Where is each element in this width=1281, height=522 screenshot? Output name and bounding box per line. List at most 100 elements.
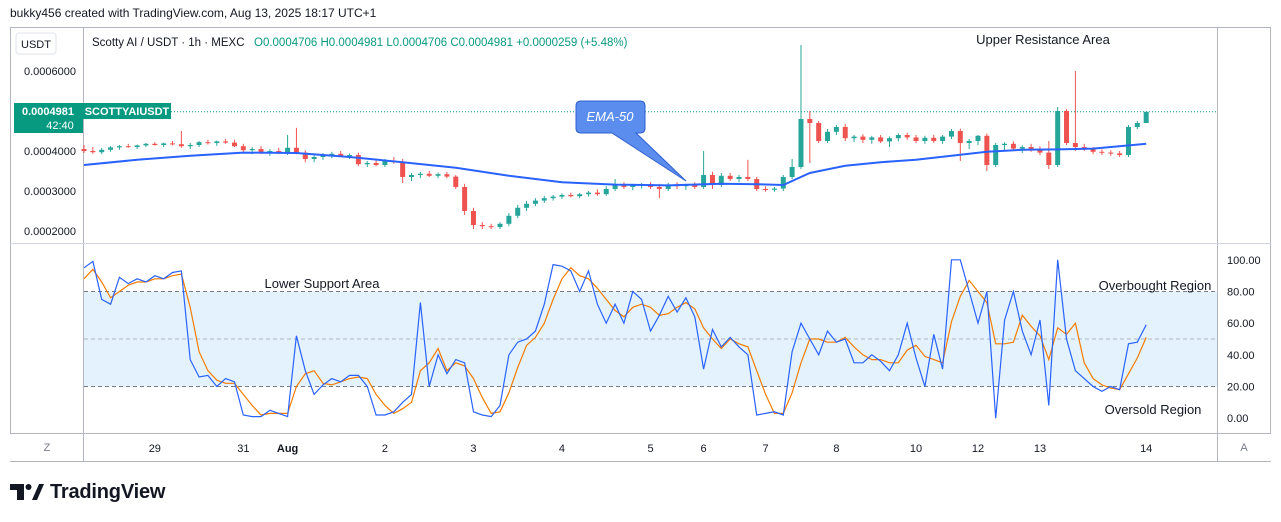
candle-body	[1055, 111, 1061, 165]
candle-body	[311, 157, 317, 159]
candle-49	[515, 205, 521, 219]
candle-body	[771, 188, 777, 190]
candle-body	[417, 173, 423, 175]
candle-18	[240, 143, 246, 152]
candle-75	[745, 159, 751, 181]
candle-77	[763, 186, 769, 192]
candle-body	[470, 211, 476, 225]
candle-47	[497, 222, 503, 229]
candle-39	[426, 171, 432, 177]
candle-body	[718, 175, 724, 185]
candle-111	[1064, 109, 1070, 145]
candle-body	[223, 141, 229, 143]
candle-body	[1090, 149, 1096, 152]
candle-43	[462, 183, 468, 215]
candle-body	[435, 174, 441, 176]
time-tick-label: 3	[470, 443, 476, 455]
candle-42	[453, 175, 459, 189]
candle-body	[922, 137, 928, 141]
candle-body	[293, 147, 299, 153]
candle-body	[1037, 149, 1043, 153]
candle-body	[1002, 143, 1008, 145]
candle-body	[904, 135, 910, 138]
candle-55	[568, 192, 574, 198]
ticker-label: SCOTTYAIUSDT	[85, 106, 170, 118]
candle-body	[462, 187, 468, 211]
candle-body	[975, 135, 981, 141]
candle-body	[515, 207, 521, 216]
candle-120	[1143, 111, 1149, 123]
time-tick-label: 2	[382, 443, 388, 455]
time-tick-label: Aug	[277, 443, 298, 455]
candle-112	[1072, 71, 1078, 151]
candle-body	[727, 175, 733, 179]
candle-83	[816, 121, 822, 143]
candle-body	[302, 152, 308, 159]
candle-body	[948, 131, 954, 137]
candle-body	[692, 184, 698, 187]
candle-body	[116, 146, 122, 148]
candle-33	[373, 159, 379, 167]
candle-97	[940, 135, 946, 144]
last-price-value: 0.0004981	[22, 106, 74, 118]
candle-body	[524, 203, 530, 208]
support-annotation: Lower Support Area	[265, 276, 381, 291]
candle-45	[479, 222, 485, 229]
candle-body	[842, 127, 848, 139]
zoom-button[interactable]: Z	[43, 442, 51, 454]
candle-15	[214, 140, 220, 146]
candle-body	[913, 137, 919, 141]
candle-23	[285, 135, 291, 155]
candle-48	[506, 213, 512, 227]
candle-1	[90, 147, 96, 154]
time-tick-label: 31	[237, 443, 249, 455]
candle-38	[417, 171, 423, 179]
symbol-legend[interactable]: Scotty AI / USDT · 1h · MEXC	[92, 37, 245, 49]
candle-body	[957, 131, 963, 143]
candle-95	[922, 135, 928, 144]
candle-31	[355, 152, 361, 167]
brand-text: TradingView	[50, 480, 166, 503]
candle-body	[400, 162, 406, 177]
candle-93	[904, 132, 910, 140]
candle-body	[816, 123, 822, 141]
candle-body	[382, 161, 388, 165]
candle-54	[559, 193, 565, 199]
candle-78	[771, 187, 777, 192]
candle-body	[860, 136, 866, 140]
candle-body	[338, 153, 344, 157]
currency-box[interactable]	[15, 32, 57, 55]
candle-117	[1117, 151, 1123, 157]
candle-body	[665, 185, 671, 189]
candle-100	[966, 139, 972, 149]
time-tick-label: 14	[1140, 443, 1152, 455]
candle-94	[913, 135, 919, 143]
ohlc-legend: O0.0004706 H0.0004981 L0.0004706 C0.0004…	[254, 37, 628, 49]
candle-body	[1028, 147, 1034, 150]
oversold-annotation: Oversold Region	[1105, 402, 1202, 417]
candle-body	[736, 177, 742, 179]
candle-body	[267, 151, 273, 153]
candle-109	[1046, 141, 1052, 169]
ema-callout: EMA-50	[575, 100, 687, 182]
candle-7	[143, 143, 149, 147]
candle-body	[214, 141, 220, 143]
candle-body	[1108, 152, 1114, 154]
candle-37	[409, 173, 415, 181]
candle-body	[568, 195, 574, 197]
candle-body	[833, 127, 839, 132]
stoch-axis: 0.00 20.00 40.00 60.00 80.00 100.00	[1227, 255, 1261, 425]
candle-body	[205, 142, 211, 144]
last-price-countdown: 42:40	[46, 120, 74, 132]
price-tick-label: 0.0003000	[24, 186, 76, 198]
time-axis: 29 31 Aug 2 3 4 5 6 7 8 10 12 13 14	[149, 443, 1153, 455]
auto-scale-button[interactable]: A	[1240, 442, 1248, 454]
candle-body	[355, 155, 361, 165]
candle-body	[152, 143, 158, 145]
last-price-box	[14, 103, 83, 133]
candle-85	[833, 125, 839, 135]
candle-4	[116, 145, 122, 150]
candle-52	[541, 195, 547, 203]
candle-body	[1046, 152, 1052, 165]
